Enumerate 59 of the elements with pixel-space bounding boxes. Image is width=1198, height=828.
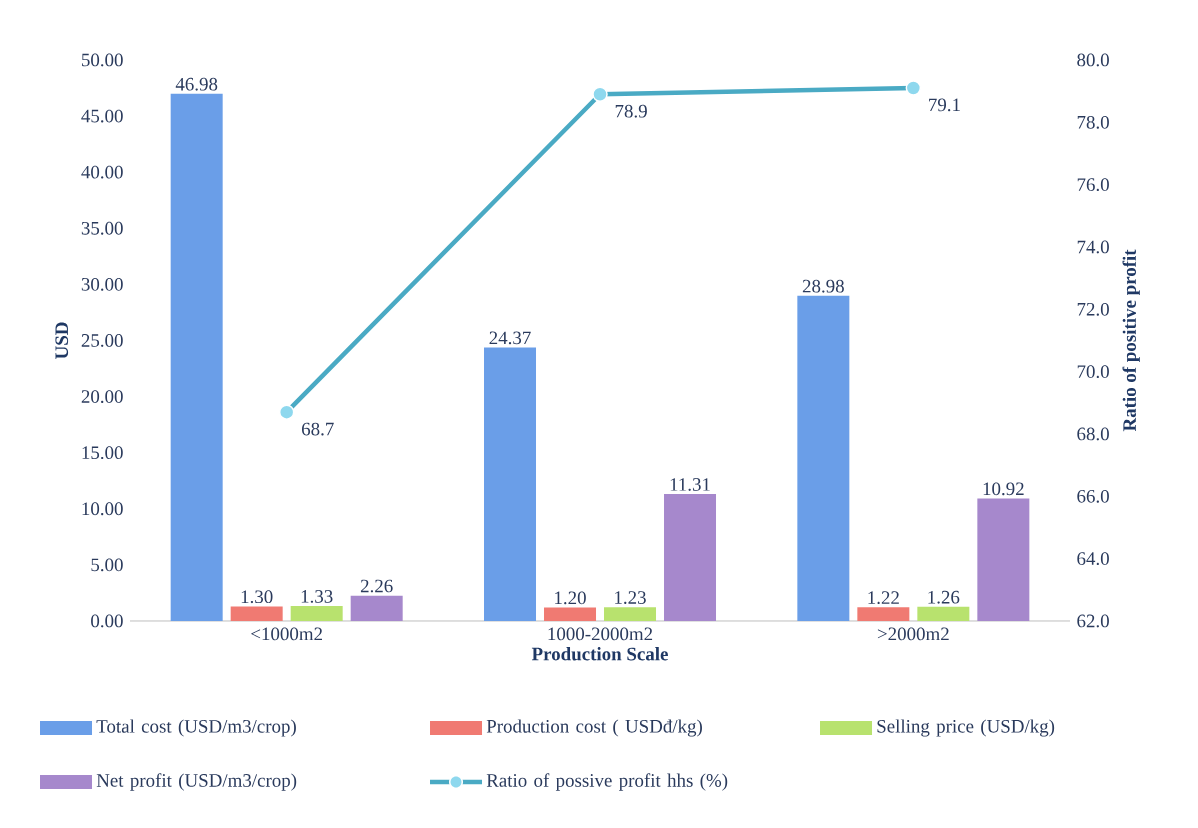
data-label: 11.31 [670,478,710,491]
legend-label: Total cost (USD/m3/crop) [96,719,296,737]
data-label: 46.98 [175,77,218,91]
y-tick-label: 40.00 [81,165,123,179]
bar [290,606,343,621]
y2-tick-label: 72.0 [1077,302,1109,316]
bar [664,494,717,621]
x-tick-label: 1000-2000m2 [548,627,653,641]
y2-tick-label: 66.0 [1077,489,1109,503]
y-tick-label: 45.00 [81,109,123,123]
y2-tick-label: 80.0 [1077,53,1109,67]
data-label: 10.92 [983,482,1024,496]
y-tick-label: 10.00 [82,502,123,516]
y2-tick-label: 78.0 [1077,115,1109,129]
y2-tick-label: 68.0 [1077,427,1109,441]
y-tick-label: 15.00 [82,446,123,460]
bar [797,295,850,621]
data-label: 1.22 [868,591,899,605]
data-label: 24.37 [489,331,531,345]
y2-tick-label: 76.0 [1077,178,1109,192]
data-label: 68.7 [302,422,334,436]
y2-tick-label: 62.0 [1077,614,1109,628]
x-tick-label: <1000m2 [251,627,322,641]
data-label: 1.33 [301,590,333,603]
data-label: 28.98 [802,279,844,293]
y-tick-label: 30.00 [81,277,123,291]
y-tick-label: 5.00 [91,558,123,572]
y2-tick-label: 70.0 [1077,365,1109,379]
bar [544,607,597,621]
bar [230,606,283,621]
bar [350,595,403,621]
bar [604,607,657,621]
data-label: 2.26 [360,579,393,593]
data-label: 1.30 [241,590,273,604]
data-label: 79.1 [929,98,960,112]
y-tick-label: 35.00 [81,221,123,235]
data-label: 1.26 [928,590,960,604]
y-tick-label: 25.00 [81,334,123,347]
legend-label: Selling price (USD/kg) [877,719,1055,737]
y-axis-title: USD [55,322,69,359]
legend-label: Net profit (USD/m3/crop) [96,773,297,791]
bar [977,498,1030,621]
data-label: 78.9 [615,104,647,118]
bar [484,347,537,621]
x-axis-title: Production Scale [531,647,668,661]
legend-label: Ratio of possive profit hhs (%) [486,773,728,791]
y2-axis-title: Ratio of positive profit [1122,249,1140,432]
legend-label: Production cost ( USDđ/kg) [486,719,702,737]
y2-tick-label: 74.0 [1077,240,1109,254]
data-label: 1.20 [555,591,586,605]
x-tick-label: >2000m2 [877,627,949,641]
bar [857,607,910,621]
y-tick-label: 20.00 [81,390,123,404]
bar [917,606,970,621]
y2-tick-label: 64.0 [1077,552,1109,566]
y-tick-label: 0.00 [91,614,123,628]
bar [170,93,223,621]
y-tick-label: 50.00 [82,53,123,67]
data-label: 1.23 [615,591,646,604]
